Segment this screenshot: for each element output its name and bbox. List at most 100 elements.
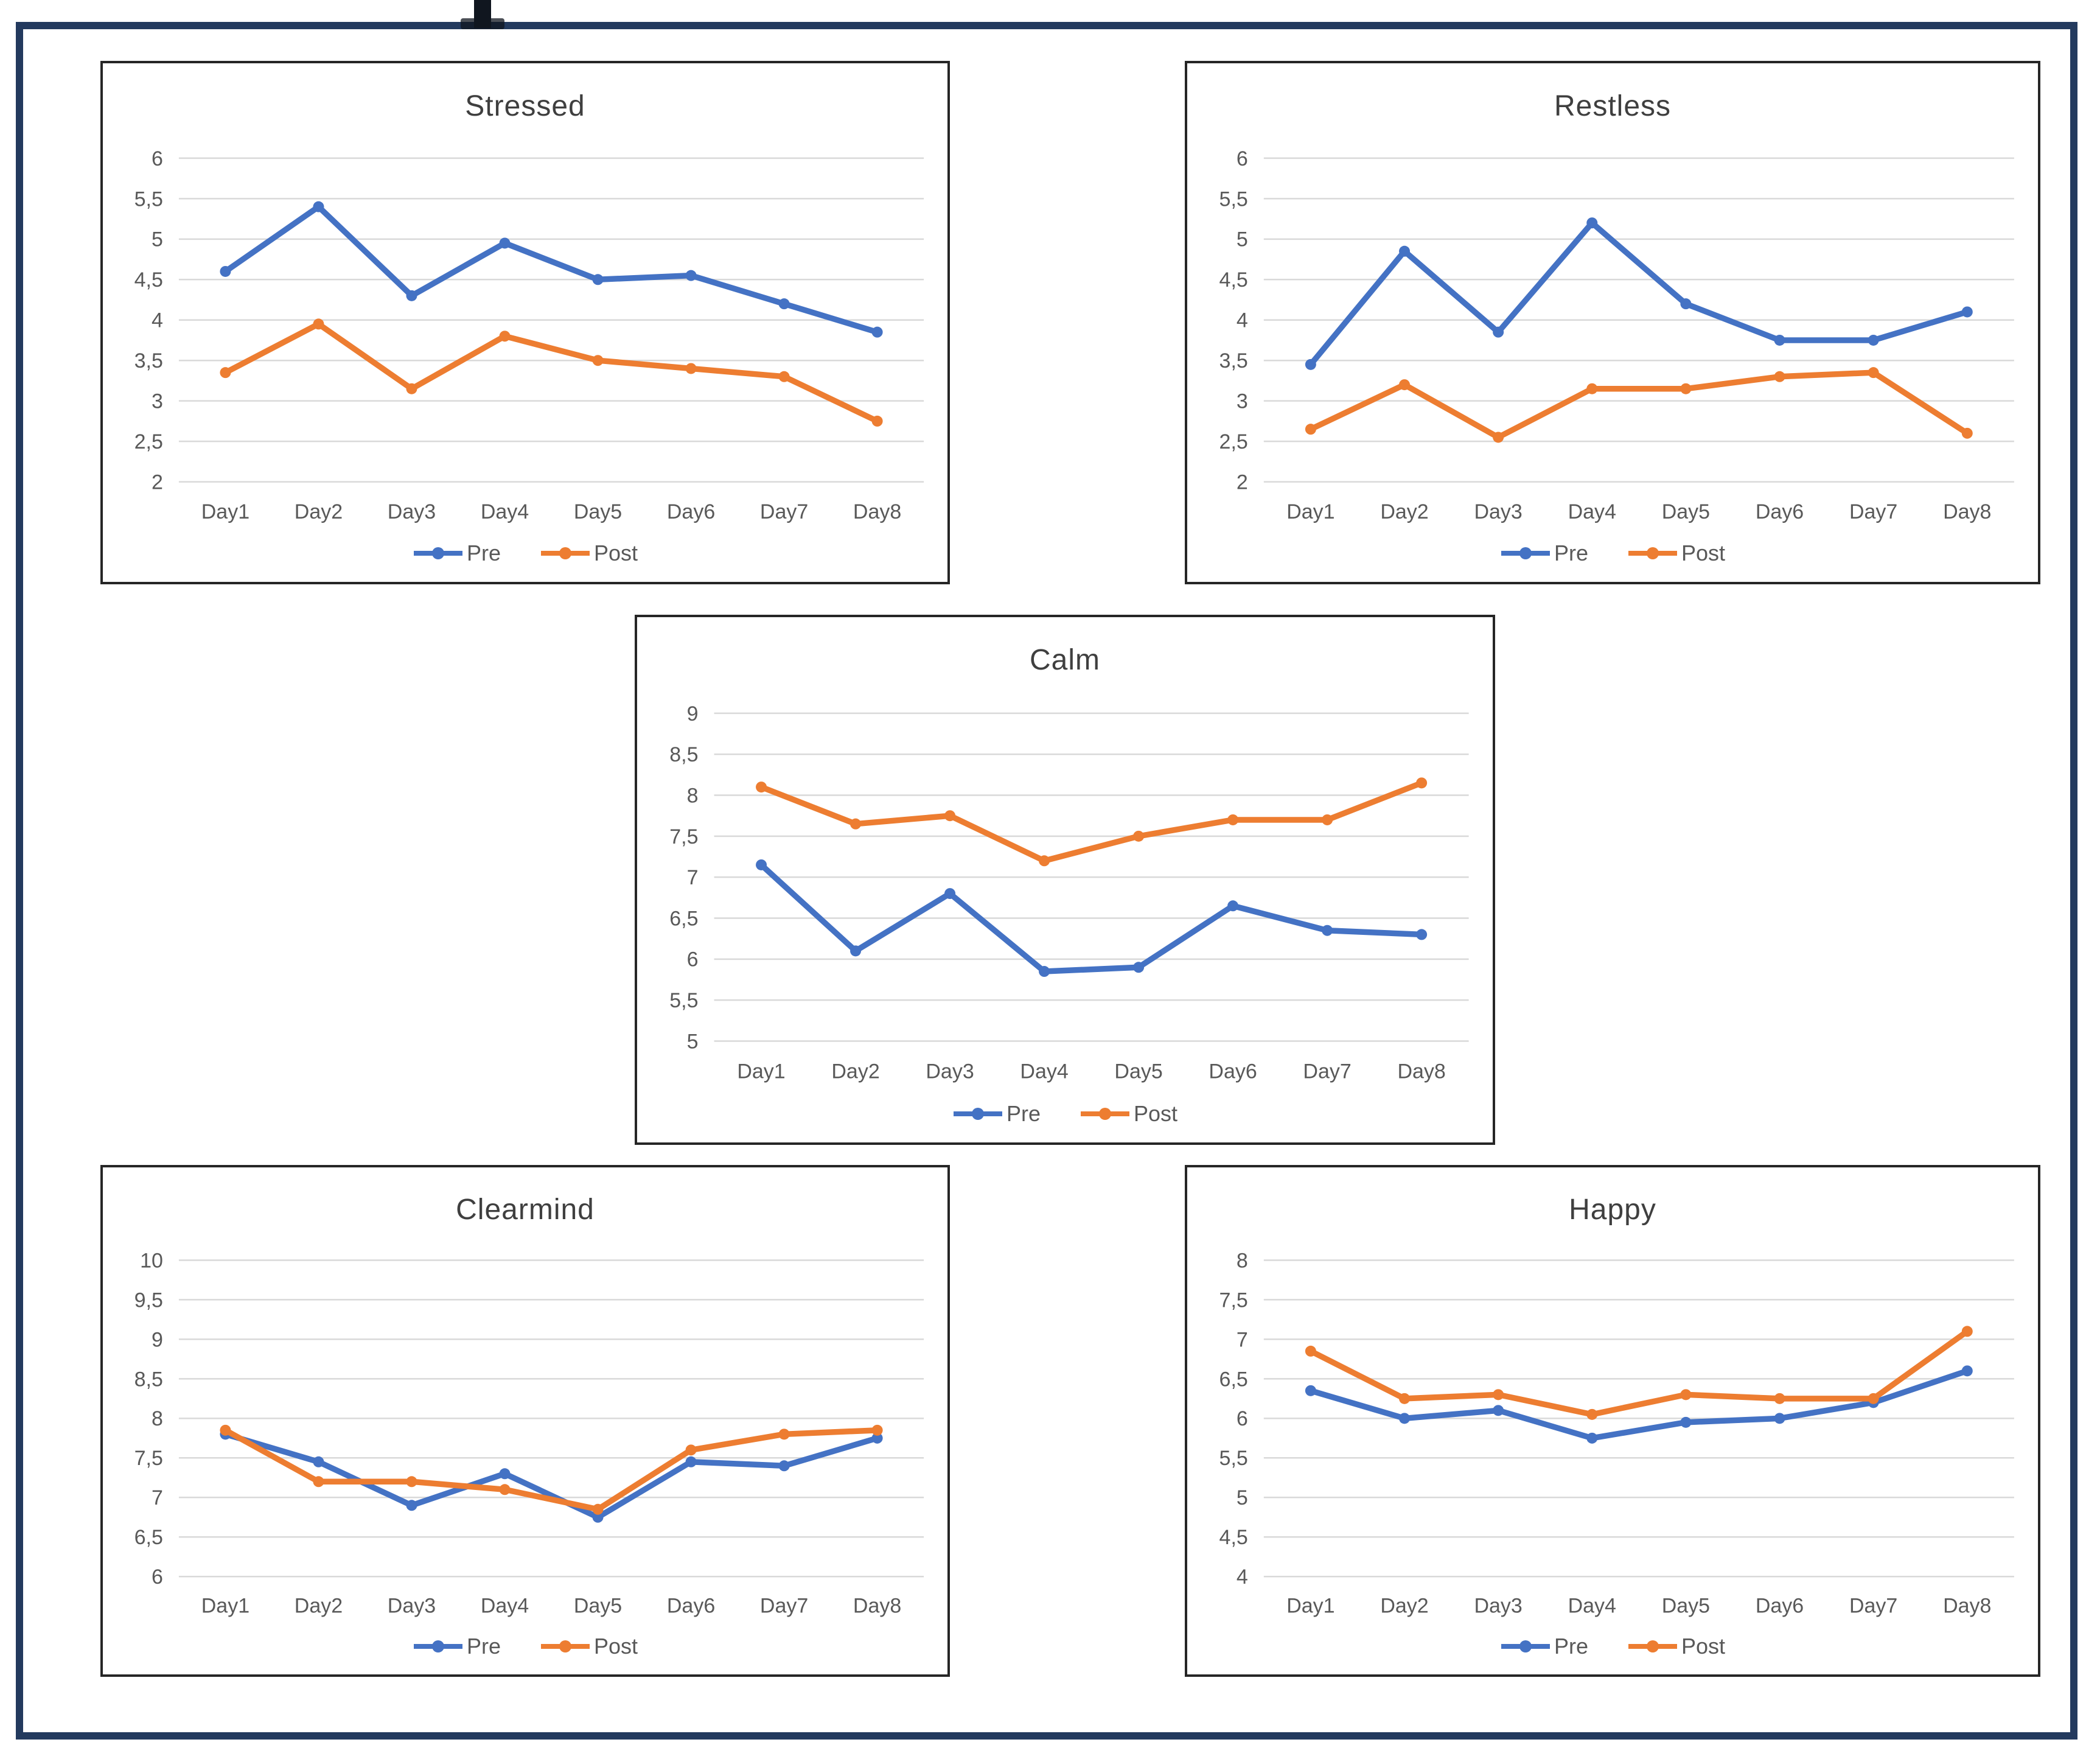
svg-text:Day3: Day3 (1474, 1595, 1522, 1618)
svg-text:9: 9 (152, 1328, 163, 1351)
legend-item-pre: Pre (952, 1101, 1041, 1127)
svg-text:Day7: Day7 (760, 500, 808, 523)
svg-text:Day5: Day5 (1114, 1060, 1162, 1083)
chart-happy: Happy 8 7,5 7 6,5 6 5,5 5 4,5 4 Day1 Day2 Day3 Day4 D… (1185, 1165, 2040, 1677)
svg-text:Day1: Day1 (201, 500, 249, 523)
svg-text:7: 7 (687, 866, 699, 889)
svg-text:Day6: Day6 (1756, 1595, 1804, 1618)
legend-label-pre: Pre (1554, 1634, 1588, 1659)
svg-text:8: 8 (687, 784, 699, 807)
svg-text:6,5: 6,5 (1219, 1368, 1248, 1391)
svg-text:Day6: Day6 (1209, 1060, 1257, 1083)
svg-text:2: 2 (1237, 470, 1248, 494)
legend-item-post: Post (540, 1634, 638, 1659)
svg-text:5,5: 5,5 (669, 989, 698, 1012)
chart-title: Calm (1029, 644, 1100, 677)
svg-text:4,5: 4,5 (1219, 1526, 1248, 1549)
post-line-marker-icon (540, 545, 591, 561)
svg-text:Day7: Day7 (1303, 1060, 1351, 1083)
svg-text:Day1: Day1 (1286, 500, 1334, 523)
chart-plot: 8 7,5 7 6,5 6 5,5 5 4,5 4 Day1 Day2 Day3 Day4 Day5 Day… (1219, 1249, 2014, 1618)
svg-text:Day5: Day5 (574, 1595, 622, 1618)
post-line-marker-icon (1627, 1638, 1678, 1654)
svg-text:Day4: Day4 (481, 500, 529, 523)
svg-text:9: 9 (687, 702, 699, 726)
svg-text:2,5: 2,5 (1219, 430, 1248, 453)
svg-text:Day5: Day5 (1662, 1595, 1710, 1618)
legend-label-pre: Pre (1554, 540, 1588, 566)
svg-text:Day6: Day6 (667, 500, 715, 523)
svg-text:8: 8 (152, 1407, 163, 1430)
svg-text:Day1: Day1 (201, 1595, 249, 1618)
legend-label-post: Post (1133, 1100, 1178, 1126)
svg-text:8,5: 8,5 (669, 743, 698, 766)
svg-text:6,5: 6,5 (669, 907, 698, 930)
legend-item-post: Post (1627, 540, 1725, 566)
chart-title: Clearmind (456, 1193, 595, 1226)
svg-text:6: 6 (152, 1565, 163, 1589)
legend-item-pre: Pre (1500, 1634, 1588, 1659)
svg-text:10: 10 (140, 1249, 163, 1272)
chart-restless: Restless 6 5,5 5 4,5 4 3,5 3 2,5 2 Day1 Day2 Day3 Da… (1185, 61, 2040, 584)
legend-label-post: Post (593, 1634, 638, 1659)
svg-text:4,5: 4,5 (1219, 268, 1248, 292)
svg-text:Day7: Day7 (1849, 500, 1897, 523)
svg-text:Day4: Day4 (1568, 500, 1616, 523)
svg-text:6: 6 (1237, 147, 1248, 170)
legend-item-pre: Pre (413, 1634, 501, 1659)
legend-label-pre: Pre (1006, 1100, 1041, 1126)
svg-text:5,5: 5,5 (1219, 187, 1248, 211)
svg-text:3: 3 (152, 390, 163, 413)
legend-label-pre: Pre (466, 540, 501, 566)
chart-stressed: Stressed 6 5,5 5 4,5 4 3,5 3 2,5 2 Day1 Day2 Day3 Da… (100, 61, 950, 584)
chart-legend: Pre Post (103, 1624, 947, 1670)
svg-text:5,5: 5,5 (1219, 1447, 1248, 1470)
svg-text:Day1: Day1 (737, 1060, 785, 1083)
svg-text:Day5: Day5 (574, 500, 622, 523)
svg-text:5: 5 (1237, 1486, 1248, 1509)
chart-legend: Pre Post (103, 530, 947, 577)
chart-title: Stressed (465, 89, 585, 122)
pre-line-marker-icon (952, 1106, 1003, 1122)
legend-item-post: Post (1627, 1634, 1725, 1659)
chart-legend: Pre Post (637, 1090, 1493, 1138)
svg-text:5: 5 (152, 228, 163, 251)
svg-text:6: 6 (687, 948, 699, 971)
pre-line-marker-icon (1500, 545, 1551, 561)
svg-text:5: 5 (687, 1030, 699, 1053)
svg-text:Day8: Day8 (1397, 1060, 1445, 1083)
svg-text:4,5: 4,5 (134, 268, 163, 292)
svg-text:Day4: Day4 (1020, 1060, 1068, 1083)
svg-text:4: 4 (1237, 309, 1248, 332)
post-line-marker-icon (1080, 1106, 1131, 1122)
svg-text:2: 2 (152, 470, 163, 494)
svg-text:2,5: 2,5 (134, 430, 163, 453)
chart-clearmind: Clearmind 10 9,5 9 8,5 8 7,5 7 6,5 6 Day1 Day2 Day3… (100, 1165, 950, 1677)
pre-line-marker-icon (1500, 1638, 1551, 1654)
chart-legend: Pre Post (1187, 1624, 2038, 1670)
chart-title: Happy (1569, 1193, 1656, 1226)
svg-text:Day5: Day5 (1662, 500, 1710, 523)
svg-text:4: 4 (1237, 1565, 1248, 1589)
post-line-marker-icon (540, 1638, 591, 1654)
svg-text:8: 8 (1237, 1249, 1248, 1272)
svg-text:Day2: Day2 (1380, 1595, 1428, 1618)
svg-text:Day2: Day2 (295, 1595, 343, 1618)
svg-text:Day8: Day8 (853, 500, 901, 523)
svg-text:3: 3 (1237, 390, 1248, 413)
chart-legend: Pre Post (1187, 530, 2038, 577)
svg-text:Day3: Day3 (388, 500, 436, 523)
svg-text:6,5: 6,5 (134, 1526, 163, 1549)
svg-text:6: 6 (1237, 1407, 1248, 1430)
chart-calm: Calm 9 8,5 8 7,5 7 6,5 6 5,5 5 Day1 Day2 Day3 Day4 Da… (635, 615, 1495, 1145)
legend-item-pre: Pre (1500, 540, 1588, 566)
svg-text:Day7: Day7 (1849, 1595, 1897, 1618)
chart-plot: 10 9,5 9 8,5 8 7,5 7 6,5 6 Day1 Day2 Day3 Day4 Day5 Da… (134, 1249, 924, 1618)
pre-line-marker-icon (413, 545, 464, 561)
svg-text:Day3: Day3 (388, 1595, 436, 1618)
svg-text:Day4: Day4 (1568, 1595, 1616, 1618)
svg-text:Day1: Day1 (1286, 1595, 1334, 1618)
svg-text:7: 7 (152, 1486, 163, 1509)
svg-text:7,5: 7,5 (1219, 1289, 1248, 1312)
